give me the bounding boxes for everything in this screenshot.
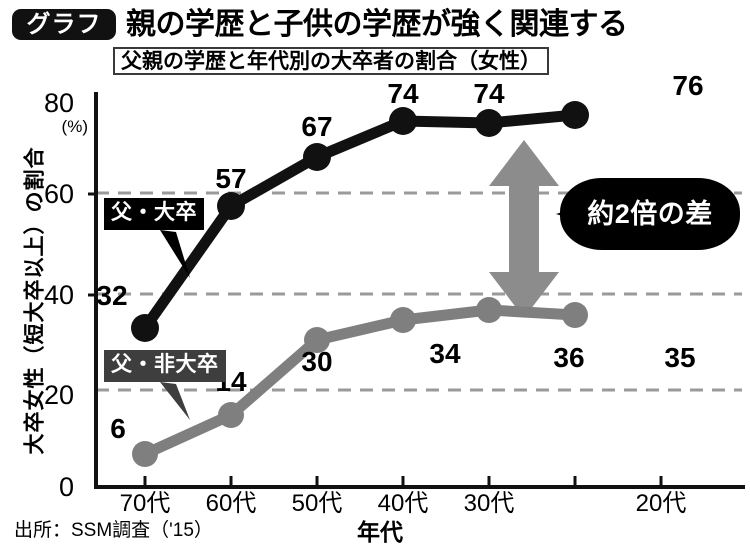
- data-label-s2-5: 35: [664, 342, 696, 373]
- series-daisotsu-line: [131, 101, 589, 342]
- y-tick-label-40: 40: [43, 280, 74, 310]
- axes: [88, 92, 745, 489]
- y-axis-title: 大卒女性（短大卒以上）の割合: [23, 146, 47, 455]
- data-point-s1-4: [475, 109, 503, 137]
- x-tick-label-2: 50代: [291, 490, 343, 517]
- header: グラフ 親の学歴と子供の学歴が強く関連する: [0, 2, 750, 46]
- data-point-s2-5: [562, 302, 588, 328]
- kicker-badge: グラフ: [12, 9, 116, 40]
- data-point-s2-3: [390, 307, 416, 333]
- data-point-s1-3: [389, 107, 417, 135]
- x-axis-title: 年代: [357, 519, 403, 545]
- x-tick-label-4: 30代: [463, 490, 515, 517]
- data-point-s2-1: [218, 402, 244, 428]
- data-label-s1-5: 76: [672, 70, 704, 101]
- y-tick-label-80: 80: [43, 88, 74, 118]
- data-label-s1-1: 57: [215, 163, 247, 194]
- x-tick-label-1: 60代: [205, 490, 257, 517]
- page-title: 親の学歴と子供の学歴が強く関連する: [126, 8, 628, 41]
- data-point-s1-0: [131, 314, 159, 342]
- y-axis-unit: (%): [61, 117, 88, 136]
- legend-tag-father-non-university: 父・非大卒: [104, 350, 226, 382]
- data-point-s2-4: [476, 297, 502, 323]
- x-tick-label-0: 70代: [119, 490, 171, 517]
- data-label-s2-3: 34: [429, 338, 461, 369]
- data-label-s1-4: 74: [473, 78, 505, 109]
- data-label-s2-0: 6: [110, 413, 126, 444]
- y-tick-label-20: 20: [43, 380, 74, 410]
- data-point-s1-5: [561, 101, 589, 129]
- annotation-bubble: 約2倍の差: [560, 178, 740, 250]
- x-tick-label-5: 20代: [635, 490, 687, 517]
- legend-tag-father-university: 父・大卒: [104, 198, 204, 230]
- y-tick-label-0: 0: [58, 472, 74, 502]
- source-note: 出所：SSM調査（'15）: [14, 520, 213, 541]
- chart-subtitle: 父親の学歴と年代別の大卒者の割合（女性）: [113, 47, 549, 75]
- data-label-s1-3: 74: [387, 78, 419, 109]
- data-point-s1-1: [217, 192, 245, 220]
- data-label-s2-2: 30: [301, 346, 333, 377]
- series-hidaisotsu-line: [132, 297, 588, 467]
- y-tick-label-60: 60: [43, 179, 74, 209]
- data-label-s2-4: 36: [553, 342, 585, 373]
- data-point-s1-2: [303, 143, 331, 171]
- data-label-s1-2: 67: [301, 111, 333, 142]
- data-point-s2-0: [132, 441, 158, 467]
- data-label-s1-0: 32: [96, 280, 128, 311]
- data-point-s2-2: [304, 327, 330, 353]
- double-headed-arrow-icon: [489, 140, 559, 318]
- x-tick-label-3: 40代: [377, 490, 429, 517]
